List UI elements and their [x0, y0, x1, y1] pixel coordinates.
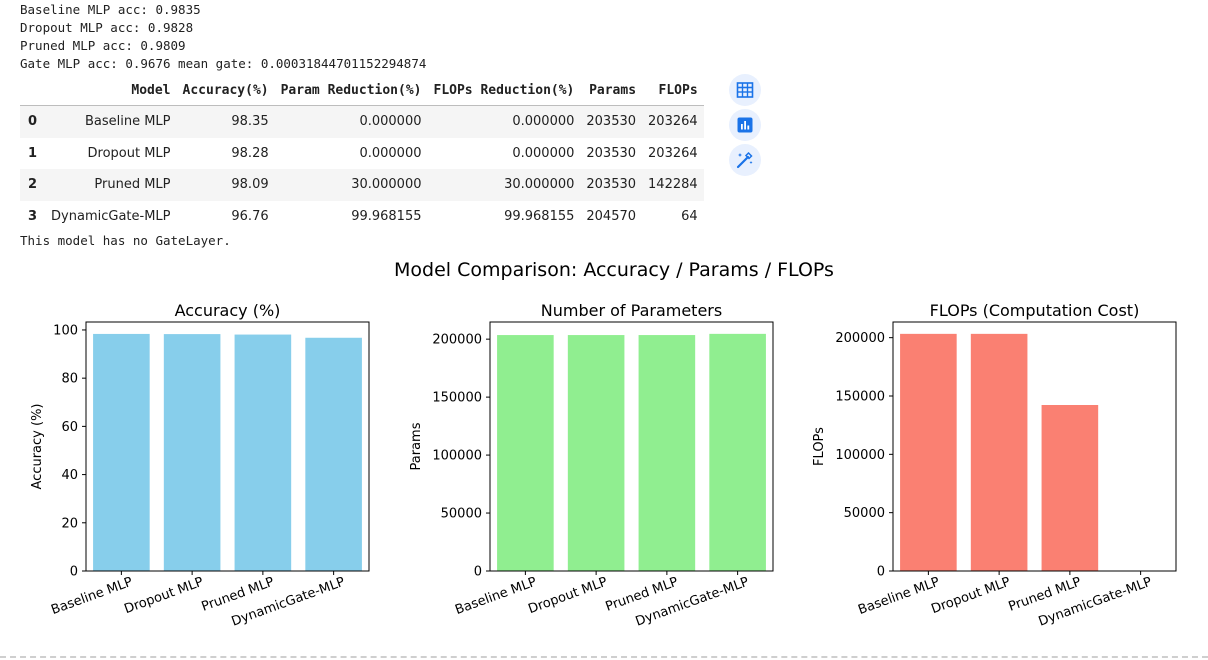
- magic-wand-icon: [736, 151, 753, 169]
- column-header: Accuracy(%): [176, 76, 275, 106]
- convert-to-table-button[interactable]: [729, 74, 761, 106]
- y-tick-label: 0: [474, 565, 482, 580]
- column-header: [20, 76, 46, 106]
- table-icon: [736, 82, 754, 98]
- y-tick-label: 50000: [441, 507, 482, 522]
- plot-frame: [892, 321, 1177, 572]
- y-tick-label: 150000: [432, 391, 482, 406]
- table-cell: 142284: [642, 169, 704, 201]
- y-tick-label: 20: [61, 516, 78, 531]
- row-index: 0: [20, 105, 46, 138]
- x-tick-label: Dropout MLP: [122, 575, 205, 618]
- y-tick-label: 100000: [835, 448, 885, 463]
- suggest-chart-button[interactable]: [729, 109, 761, 141]
- x-tick-label: Baseline MLP: [453, 575, 539, 618]
- generate-code-button[interactable]: [729, 144, 761, 176]
- column-header: Model: [45, 76, 177, 106]
- table-cell: 98.28: [231, 145, 269, 161]
- row-index: 3: [28, 208, 38, 224]
- chart-title: FLOPs (Computation Cost): [930, 301, 1140, 320]
- table-cell: 64: [681, 208, 698, 224]
- plot-frame: [85, 321, 370, 572]
- bar: [567, 335, 625, 571]
- table-row: 2 Pruned MLP 98.09 30.000000 30.000000 2…: [20, 169, 704, 201]
- y-tick-label: 100: [53, 323, 78, 338]
- table-header-row: Model Accuracy(%) Param Reduction(%) FLO…: [20, 76, 704, 106]
- cell-divider: [0, 656, 1208, 658]
- bar: [497, 335, 554, 571]
- table-row: 0 Baseline MLP 98.35 0.000000 0.000000 2…: [20, 105, 704, 138]
- y-tick-label: 150000: [835, 389, 885, 404]
- table-cell: 0.000000: [359, 145, 422, 161]
- table-cell: Dropout MLP: [87, 145, 171, 161]
- row-index: 2: [20, 169, 46, 201]
- column-header: Param Reduction(%): [274, 76, 428, 106]
- y-tick-label: 0: [877, 565, 885, 580]
- column-header: FLOPs Reduction(%): [427, 76, 581, 106]
- table-cell: 99.968155: [351, 208, 422, 224]
- table-cell: 203264: [642, 105, 704, 138]
- column-header: FLOPs: [642, 76, 704, 106]
- table-row: 1 Dropout MLP 98.28 0.000000 0.000000 20…: [20, 138, 704, 170]
- table-cell: 30.000000: [274, 169, 428, 201]
- bar: [305, 337, 362, 571]
- x-tick-label: Dropout MLP: [929, 575, 1012, 618]
- y-tick-label: 60: [61, 420, 78, 435]
- y-tick-label: 200000: [432, 333, 482, 348]
- table-cell: 203264: [648, 145, 698, 161]
- bar: [1041, 405, 1099, 571]
- table-cell: 0.000000: [427, 105, 581, 138]
- y-axis-label: FLOPs: [812, 427, 827, 466]
- y-axis-label: Params: [409, 422, 424, 470]
- plot-frame: [489, 321, 774, 572]
- results-dataframe: Model Accuracy(%) Param Reduction(%) FLO…: [20, 76, 704, 232]
- table-cell: 30.000000: [427, 169, 581, 201]
- bar: [638, 335, 696, 571]
- table-cell: 203530: [586, 145, 637, 161]
- output-message: This model has no GateLayer.: [20, 233, 231, 248]
- row-index: 1: [28, 145, 38, 161]
- log-line: Pruned MLP acc: 0.9809: [20, 38, 186, 53]
- y-axis-label: Accuracy (%): [30, 404, 45, 490]
- table-cell: Pruned MLP: [45, 169, 177, 201]
- log-line: Baseline MLP acc: 0.9835: [20, 2, 201, 17]
- figure-title: Model Comparison: Accuracy / Params / FL…: [394, 259, 834, 281]
- y-tick-label: 0: [70, 565, 78, 580]
- chart-title: Accuracy (%): [175, 301, 281, 320]
- bar: [163, 334, 221, 571]
- table-cell: 203530: [580, 169, 643, 201]
- table-row: 3 DynamicGate-MLP 96.76 99.968155 99.968…: [20, 201, 704, 233]
- column-header: Params: [580, 76, 643, 106]
- bar: [709, 333, 766, 571]
- table-cell: 0.000000: [512, 145, 575, 161]
- bar: [93, 333, 150, 571]
- bar: [900, 333, 957, 571]
- table-cell: 203530: [580, 105, 643, 138]
- chart-icon: [737, 117, 753, 133]
- log-line: Gate MLP acc: 0.9676 mean gate: 0.000318…: [20, 56, 427, 71]
- table-cell: 204570: [586, 208, 637, 224]
- table-cell: 98.09: [176, 169, 275, 201]
- x-tick-label: Baseline MLP: [856, 575, 942, 618]
- bar: [234, 334, 292, 571]
- log-line: Dropout MLP acc: 0.9828: [20, 20, 194, 35]
- table-cell: 0.000000: [274, 105, 428, 138]
- table-cell: 98.35: [176, 105, 275, 138]
- y-tick-label: 200000: [835, 331, 885, 346]
- chart-title: Number of Parameters: [541, 301, 722, 320]
- table-cell: 96.76: [231, 208, 269, 224]
- y-tick-label: 100000: [432, 449, 482, 464]
- y-tick-label: 40: [61, 468, 78, 483]
- y-tick-label: 50000: [844, 506, 885, 521]
- bar: [970, 333, 1028, 571]
- table-cell: DynamicGate-MLP: [51, 208, 171, 224]
- x-tick-label: Dropout MLP: [526, 575, 609, 618]
- table-cell: Baseline MLP: [45, 105, 177, 138]
- x-tick-label: Baseline MLP: [49, 575, 135, 618]
- y-tick-label: 80: [61, 372, 78, 387]
- table-cell: 99.968155: [504, 208, 575, 224]
